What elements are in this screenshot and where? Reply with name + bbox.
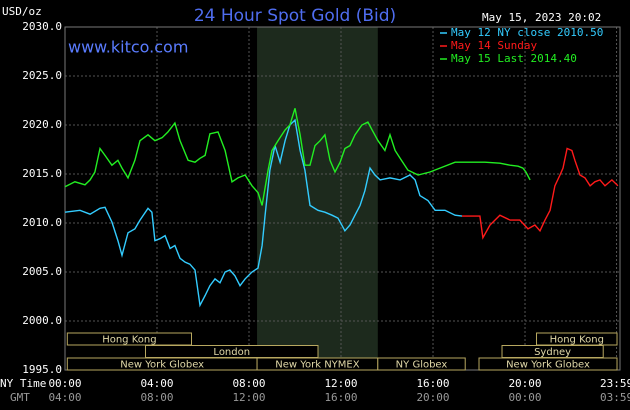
chart-title: 24 Hour Spot Gold (Bid) — [194, 6, 396, 26]
x-tick-label: 08:00 — [232, 377, 265, 390]
session-label: NY Globex — [396, 360, 448, 371]
session-label: Hong Kong — [550, 335, 604, 346]
session-label: New York Globex — [120, 360, 204, 371]
session-label: London — [213, 347, 250, 358]
session-box — [66, 332, 193, 346]
session-label: New York NYMEX — [275, 360, 360, 371]
x-tick-label: 20:00 — [508, 377, 541, 390]
y-tick-label: 2025.0 — [22, 69, 62, 82]
x2-tick-label: 08:00 — [140, 391, 173, 404]
y-tick-label: 2010.0 — [22, 216, 62, 229]
x-tick-label: 00:00 — [48, 377, 81, 390]
x2-tick-label: 03:59 — [600, 391, 630, 404]
x-tick-label: 04:00 — [140, 377, 173, 390]
session-box — [478, 357, 618, 371]
x-tick-label: 12:00 — [324, 377, 357, 390]
session-label: Hong Kong — [102, 335, 156, 346]
source-label: www.kitco.com — [68, 38, 188, 57]
session-shade — [257, 27, 378, 370]
x2-tick-label: 20:00 — [416, 391, 449, 404]
y-tick-label: 2020.0 — [22, 118, 62, 131]
legend-label: May 15 Last 2014.40 — [451, 52, 577, 65]
series-line — [64, 108, 531, 206]
x-tick-label: 16:00 — [416, 377, 449, 390]
y-tick-label: 2030.0 — [22, 20, 62, 33]
legend-label: May 14 Sunday — [451, 39, 537, 52]
y-tick-label: 2015.0 — [22, 167, 62, 180]
session-label: Sydney — [534, 347, 571, 358]
legend-label: May 12 NY close 2010.50 — [451, 26, 603, 39]
y-tick-label: 1995.0 — [22, 363, 62, 376]
x2-tick-label: 12:00 — [232, 391, 265, 404]
x-tick-label: 23:59 — [600, 377, 630, 390]
y-tick-label: 2000.0 — [22, 314, 62, 327]
x2-tick-label: 04:00 — [48, 391, 81, 404]
y-unit: USD/oz — [2, 5, 42, 18]
x2-tick-label: 16:00 — [324, 391, 357, 404]
x2-axis-label: GMT — [10, 391, 30, 404]
session-label: New York Globex — [506, 360, 590, 371]
series-line — [64, 118, 463, 308]
x-axis-label: NY Time — [0, 377, 46, 390]
x2-tick-label: 00:00 — [508, 391, 541, 404]
session-box — [377, 357, 466, 371]
timestamp: May 15, 2023 20:02 — [482, 11, 601, 24]
series-line — [462, 147, 619, 240]
y-tick-label: 2005.0 — [22, 265, 62, 278]
